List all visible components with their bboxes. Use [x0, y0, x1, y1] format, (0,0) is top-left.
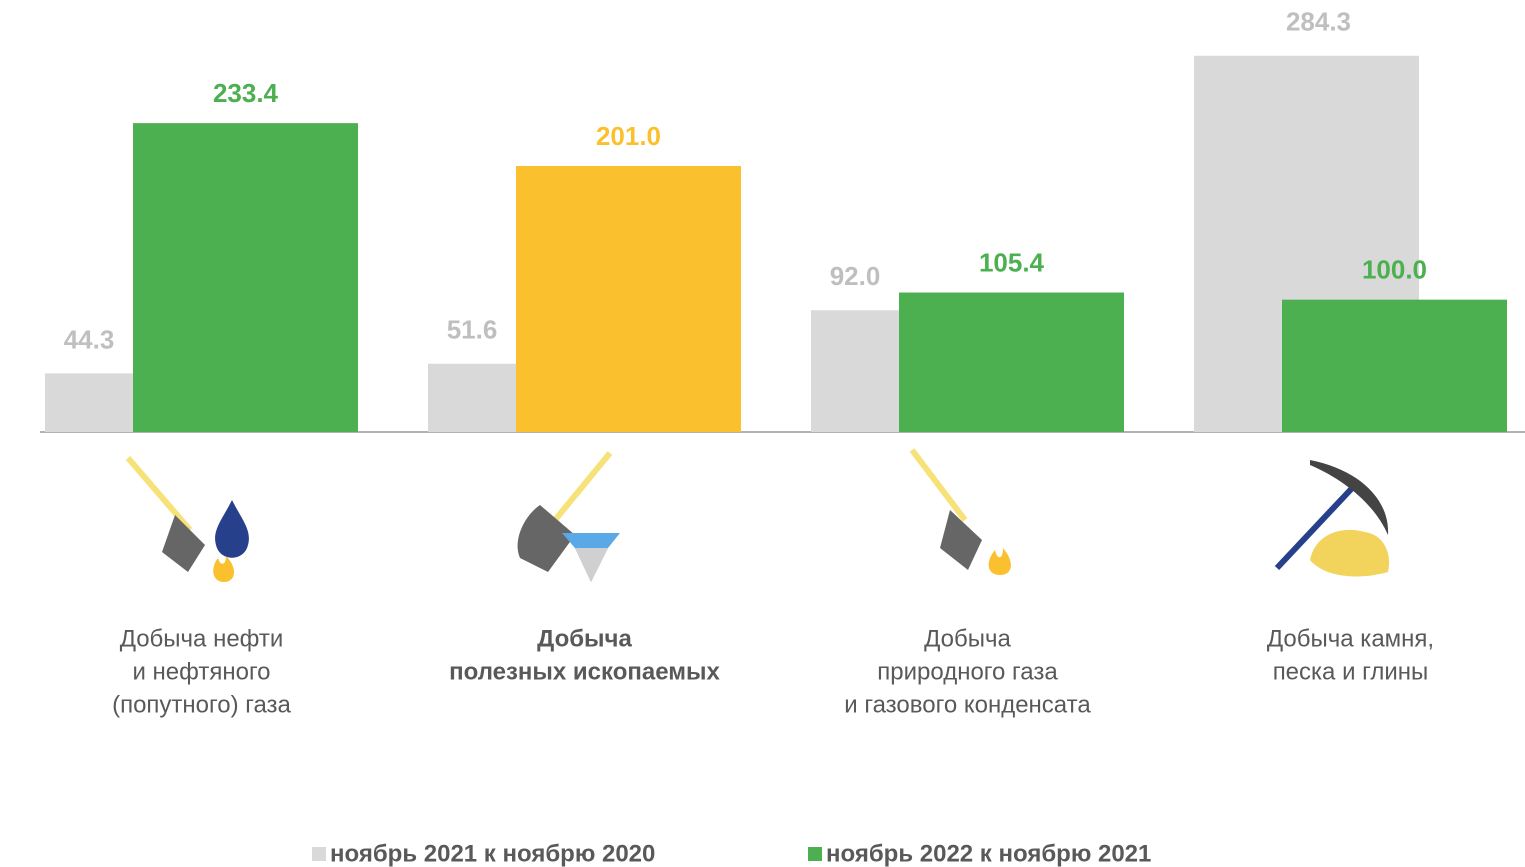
category-label: и нефтяного [132, 658, 270, 685]
icon-minerals [517, 451, 620, 582]
value-label: 100.0 [1362, 255, 1427, 285]
bar [516, 166, 741, 432]
icon-stone [1274, 460, 1390, 577]
category-label: и газового конденсата [844, 691, 1091, 718]
legend-label: ноябрь 2022 к ноябрю 2021 [826, 840, 1151, 867]
bar [899, 292, 1124, 432]
value-label: 44.3 [64, 324, 115, 354]
category-label: Добыча [924, 625, 1011, 652]
value-label: 201.0 [596, 121, 661, 151]
legend-swatch [312, 847, 326, 861]
value-label: 105.4 [979, 247, 1045, 277]
category-label: природного газа [877, 658, 1058, 685]
category-label: Добыча камня, [1267, 625, 1434, 652]
value-label: 284.3 [1286, 7, 1351, 37]
icon-oil [125, 456, 249, 582]
legend-label: ноябрь 2021 к ноябрю 2020 [330, 840, 655, 867]
legend-swatch [808, 847, 822, 861]
category-label: (попутного) газа [112, 691, 291, 718]
category-label: Добыча [537, 625, 632, 652]
category-label: Добыча нефти [120, 625, 284, 652]
bar [1282, 299, 1507, 432]
icon-gas [909, 448, 1011, 575]
category-label: песка и глины [1273, 658, 1429, 685]
bar [133, 123, 358, 432]
value-label: 233.4 [213, 78, 279, 108]
category-label: полезных ископаемых [449, 658, 720, 685]
value-label: 92.0 [830, 261, 881, 291]
value-label: 51.6 [447, 315, 498, 345]
